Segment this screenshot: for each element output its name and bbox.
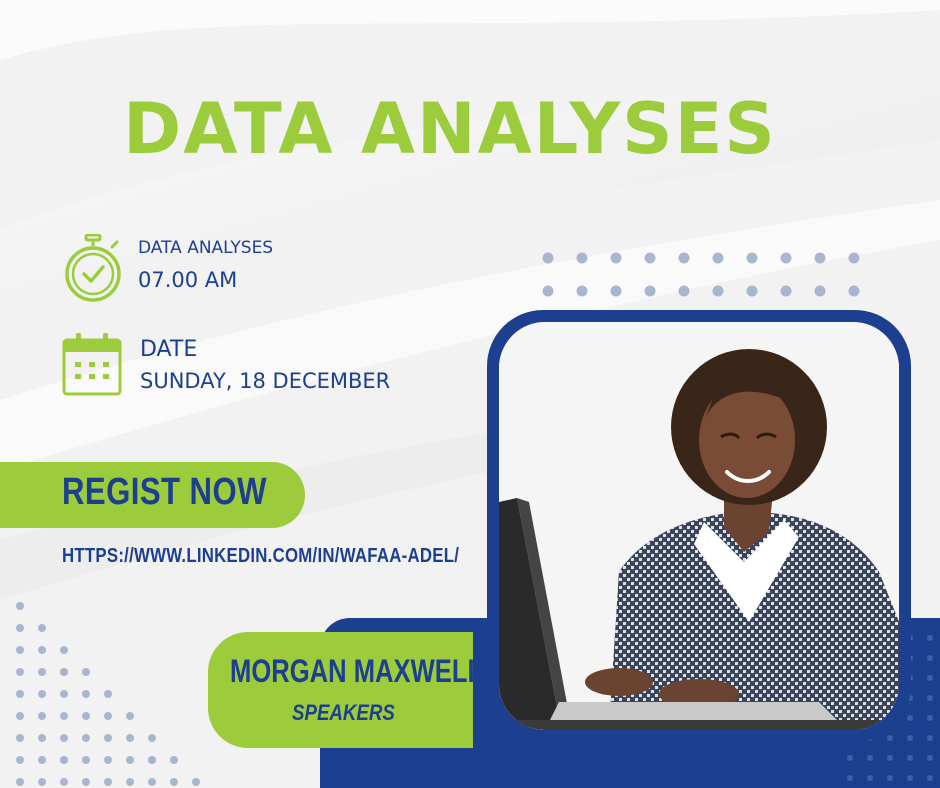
register-button[interactable] [0,462,305,528]
linkedin-url-link[interactable]: HTTPS://WWW.LINKEDIN.COM/IN/WAFAA-ADEL/ [62,545,460,567]
dot-grid-top-right [542,252,860,297]
speaker-photo [499,322,899,730]
speaker-card [208,632,473,748]
speaker-name: MORGAN MAXWELL [230,653,484,689]
dot-grid-bottom-left [16,602,200,786]
register-button-label[interactable]: REGIST NOW [62,471,267,513]
poster-title: DATA ANALYSES [123,88,777,170]
speaker-illustration [499,322,899,730]
time-label: DATA ANALYSES [138,238,274,258]
speaker-role: SPEAKERS [292,700,395,725]
calendar-icon [62,333,122,396]
date-label: DATE [140,337,198,362]
time-value: 07.00 AM [138,268,238,292]
date-value: SUNDAY, 18 DECEMBER [140,369,391,393]
stopwatch-icon [65,234,121,302]
